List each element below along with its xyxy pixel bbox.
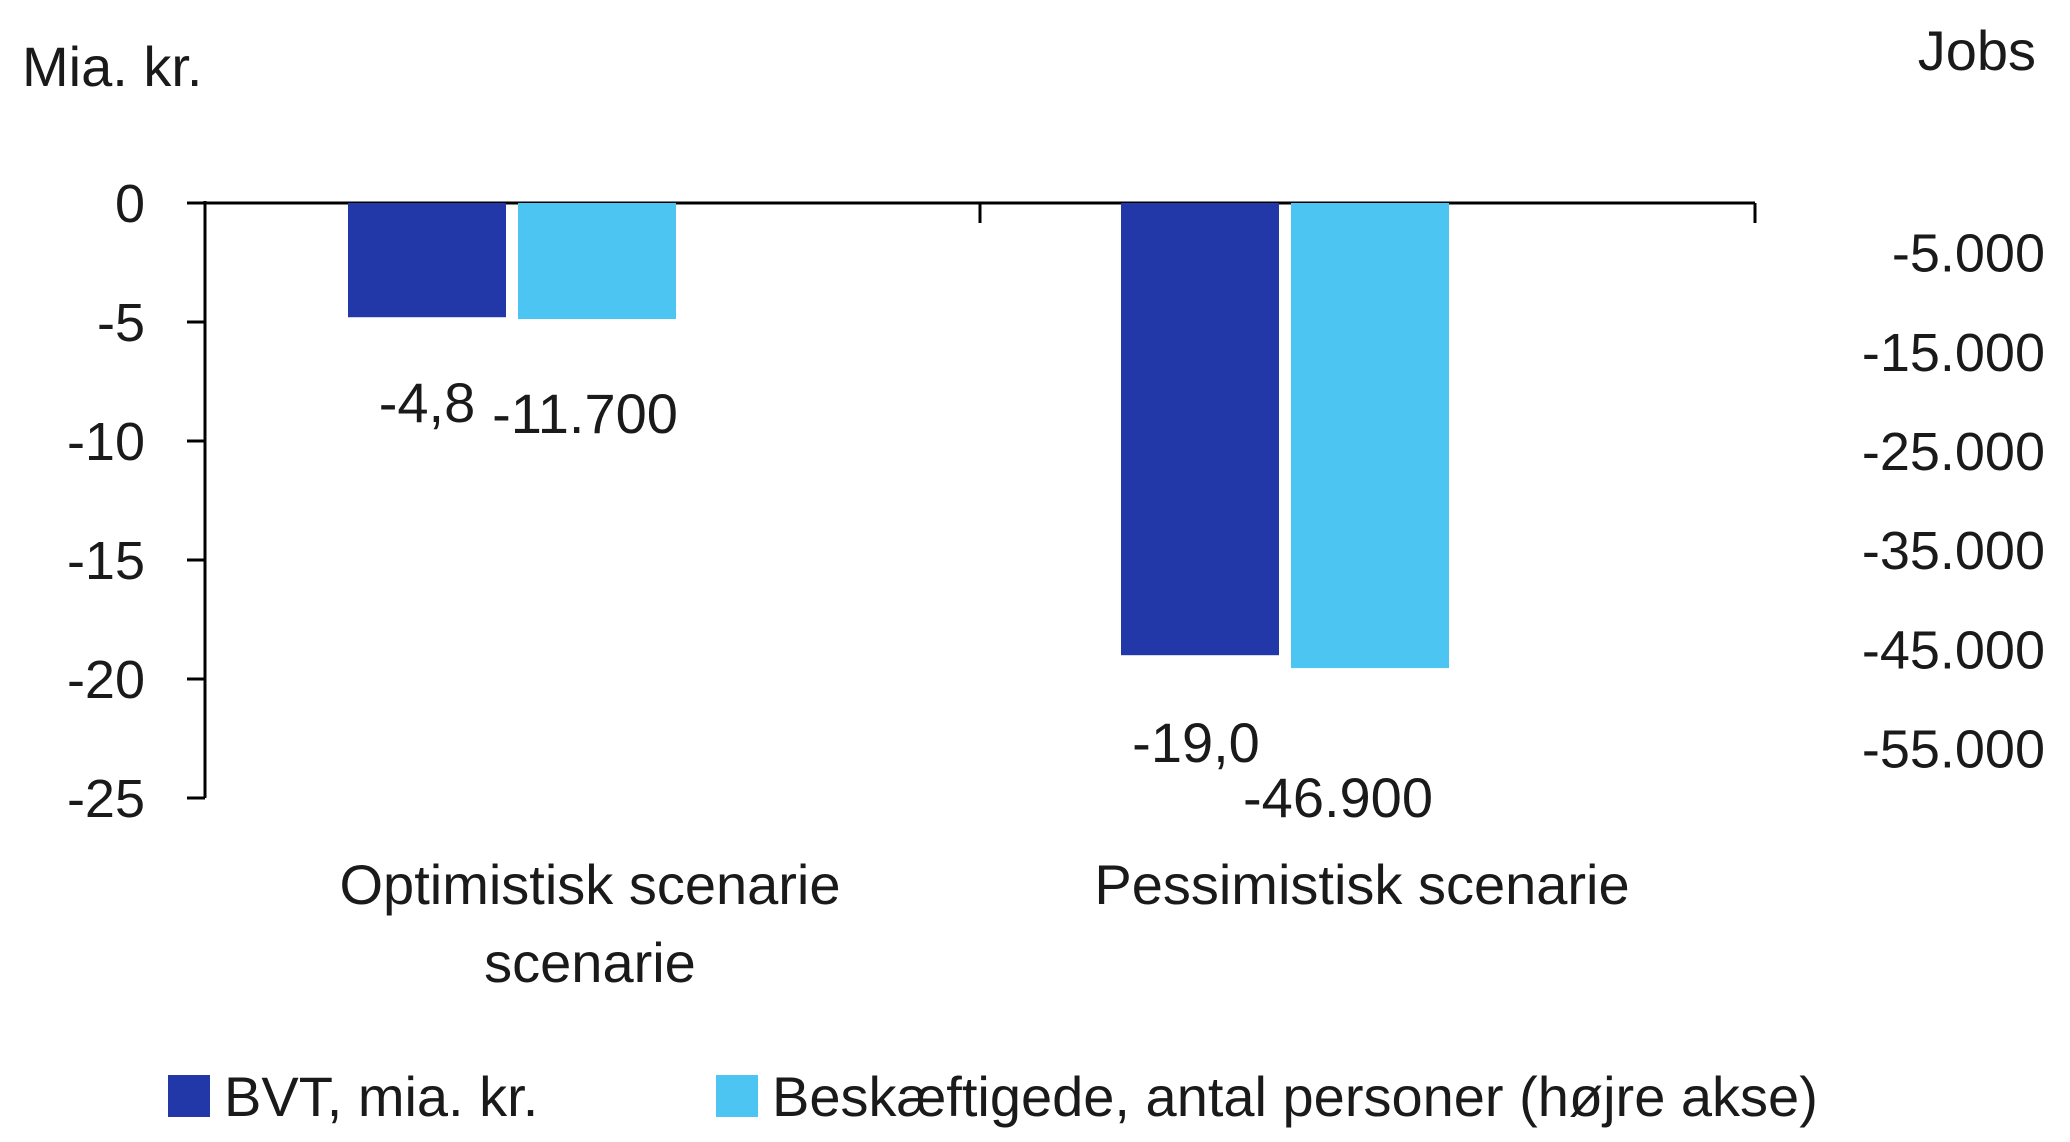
legend: BVT, mia. kr. Beskæftigede, antal persone… (168, 1065, 1818, 1128)
bar (348, 203, 506, 318)
data-label: -4,8 (379, 371, 476, 434)
right-tick-label: -45.000 (1862, 620, 2045, 680)
data-label: -11.700 (492, 382, 678, 445)
left-tick-label: -10 (67, 412, 145, 472)
bar (1121, 203, 1279, 656)
left-tick-label: 0 (115, 174, 145, 234)
legend-swatch (168, 1075, 210, 1117)
category-label: Pessimistisk scenarie (1094, 853, 1629, 916)
legend-label: BVT, mia. kr. (224, 1065, 538, 1128)
left-tick-label: -5 (97, 293, 145, 353)
category-label: scenarie (484, 931, 696, 994)
right-tick-label: -15.000 (1862, 323, 2045, 383)
right-tick-label: -5.000 (1892, 224, 2045, 284)
bars (348, 203, 1449, 669)
axes: 0 -5 -10 -15 -20 -25 -5.000 -15.000 -25.000 -35.0… (67, 174, 2045, 829)
legend-label: Beskæftigede, antal personer (højre akse… (772, 1065, 1818, 1128)
legend-swatch (716, 1075, 758, 1117)
left-tick-label: -15 (67, 531, 145, 591)
data-labels: -4,8 -19,0 -11.700 -46.900 (379, 371, 1433, 829)
bar (1291, 203, 1449, 669)
data-label: -46.900 (1243, 766, 1433, 829)
category-labels: Optimistisk scenarie scenarie Pessimistisk… (339, 853, 1629, 994)
data-label: -19,0 (1132, 711, 1260, 774)
category-label: Optimistisk scenarie (339, 853, 840, 916)
right-tick-label: -35.000 (1862, 521, 2045, 581)
right-tick-label: -25.000 (1862, 422, 2045, 482)
right-axis-title: Jobs (1918, 19, 2036, 82)
left-axis-title: Mia. kr. (22, 35, 202, 98)
left-tick-label: -25 (67, 769, 145, 829)
left-tick-label: -20 (67, 650, 145, 710)
right-tick-label: -55.000 (1862, 719, 2045, 779)
bar (518, 203, 676, 320)
